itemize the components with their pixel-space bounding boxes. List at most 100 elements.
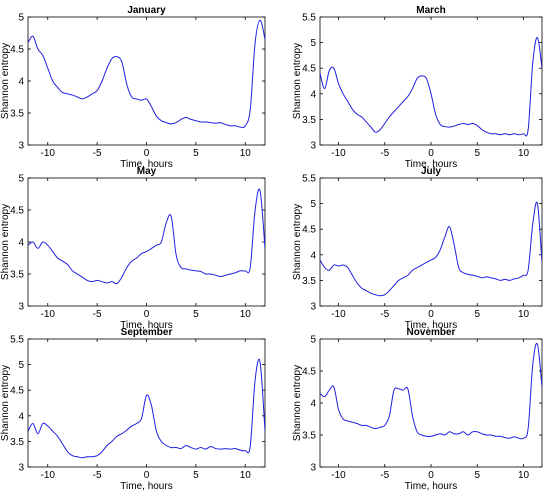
x-tick-label: -10 [331, 148, 346, 159]
y-tick-label: 4 [310, 399, 316, 410]
x-tick-label: -5 [380, 148, 389, 159]
y-axis-label: Shannon entropy [0, 43, 11, 119]
x-tick-label: 0 [428, 309, 434, 320]
y-tick-label: 4.5 [10, 206, 24, 217]
y-tick-label: 5 [18, 13, 24, 24]
series-line [28, 19, 265, 129]
y-tick-label: 5 [18, 360, 24, 371]
y-tick-label: 3.5 [10, 109, 24, 120]
y-tick-label: 5 [18, 174, 24, 185]
x-tick-label: 0 [428, 148, 434, 159]
y-tick-label: 3 [18, 302, 24, 313]
chart-title: July [421, 166, 441, 177]
chart-title: September [121, 327, 173, 338]
chart-panel-july: -10 -5 0 5 10 3 3.5 4 4.5 5 5.5 July Time, hours Shan… [292, 166, 543, 331]
y-tick-label: 4 [18, 411, 24, 422]
x-tick-label: 0 [144, 148, 150, 159]
axes-box [27, 338, 266, 468]
axes-box [319, 177, 543, 307]
x-tick-label: -10 [41, 148, 56, 159]
y-tick-label: 5 [310, 199, 316, 210]
x-tick-label: 5 [193, 148, 199, 159]
x-tick-label: 5 [474, 309, 480, 320]
x-tick-label: -10 [41, 470, 56, 481]
chart-title: May [137, 166, 157, 177]
y-tick-label: 5.5 [10, 335, 24, 346]
y-tick-label: 3.5 [10, 270, 24, 281]
y-tick-label: 5.5 [302, 174, 316, 185]
axes-box [27, 177, 266, 307]
y-tick-label: 3 [18, 463, 24, 474]
y-axis-label: Shannon entropy [0, 204, 11, 280]
x-axis-label: Time, hours [120, 320, 172, 331]
x-axis-label: Time, hours [120, 481, 172, 492]
x-tick-label: -10 [41, 309, 56, 320]
x-tick-label: -10 [331, 309, 346, 320]
y-axis-label: Shannon entropy [292, 43, 303, 119]
series-line [320, 36, 542, 137]
y-axis-label: Shannon entropy [292, 204, 303, 280]
y-tick-label: 4.5 [302, 367, 316, 378]
series-line [28, 358, 265, 459]
axes-box [319, 16, 543, 146]
x-tick-label: 10 [518, 470, 530, 481]
x-tick-label: 5 [193, 470, 199, 481]
y-tick-label: 3 [18, 141, 24, 152]
series-line [320, 201, 542, 297]
x-tick-label: 10 [240, 470, 252, 481]
y-tick-label: 5.5 [302, 13, 316, 24]
chart-panel-september: -10 -5 0 5 10 3 3.5 4 4.5 5 5.5 September Time, hour… [0, 327, 266, 492]
x-tick-label: 10 [240, 148, 252, 159]
y-tick-label: 3 [310, 141, 316, 152]
series-line [28, 188, 265, 285]
y-tick-label: 4 [18, 238, 24, 249]
x-tick-label: 5 [474, 148, 480, 159]
y-tick-label: 3 [310, 463, 316, 474]
x-axis-label: Time, hours [405, 481, 457, 492]
y-tick-label: 3 [310, 302, 316, 313]
y-tick-label: 4 [18, 77, 24, 88]
x-axis-label: Time, hours [120, 159, 172, 170]
x-tick-label: -5 [93, 148, 102, 159]
y-tick-label: 3.5 [302, 431, 316, 442]
chart-panel-may: -10 -5 0 5 10 3 3.5 4 4.5 5 May Time, hours Shannon … [0, 166, 266, 331]
series-line [320, 342, 542, 440]
x-axis-label: Time, hours [405, 320, 457, 331]
y-tick-label: 4.5 [10, 45, 24, 56]
x-axis-label: Time, hours [405, 159, 457, 170]
y-tick-label: 3.5 [302, 276, 316, 287]
x-tick-label: 10 [518, 309, 530, 320]
axes-box [319, 338, 543, 468]
y-tick-label: 5 [310, 335, 316, 346]
x-tick-label: 5 [474, 470, 480, 481]
chart-panel-march: -10 -5 0 5 10 3 3.5 4 4.5 5 5.5 March Time, hours Sha… [292, 5, 543, 170]
y-tick-label: 4 [310, 250, 316, 261]
x-tick-label: 10 [240, 309, 252, 320]
x-tick-label: 10 [518, 148, 530, 159]
x-tick-label: -5 [380, 309, 389, 320]
x-tick-label: -5 [93, 470, 102, 481]
y-axis-label: Shannon entropy [0, 365, 11, 441]
chart-title: January [127, 5, 166, 16]
chart-title: November [407, 327, 456, 338]
y-tick-label: 4.5 [302, 225, 316, 236]
chart-panel-november: -10 -5 0 5 10 3 3.5 4 4.5 5 November Time, hours Sha… [292, 327, 543, 492]
x-tick-label: 0 [428, 470, 434, 481]
chart-title: March [416, 5, 445, 16]
y-axis-label: Shannon entropy [292, 365, 303, 441]
chart-panel-january: -10 -5 0 5 10 3 3.5 4 4.5 5 January Time, hours Shan… [0, 5, 266, 170]
x-tick-label: 5 [193, 309, 199, 320]
x-tick-label: -5 [380, 470, 389, 481]
x-tick-label: -5 [93, 309, 102, 320]
x-tick-label: 0 [144, 309, 150, 320]
x-tick-label: -10 [331, 470, 346, 481]
y-tick-label: 5 [310, 38, 316, 49]
x-tick-label: 0 [144, 470, 150, 481]
y-tick-label: 3.5 [302, 115, 316, 126]
y-tick-label: 4.5 [302, 64, 316, 75]
y-tick-label: 4 [310, 89, 316, 100]
y-tick-label: 4.5 [10, 386, 24, 397]
y-tick-label: 3.5 [10, 437, 24, 448]
